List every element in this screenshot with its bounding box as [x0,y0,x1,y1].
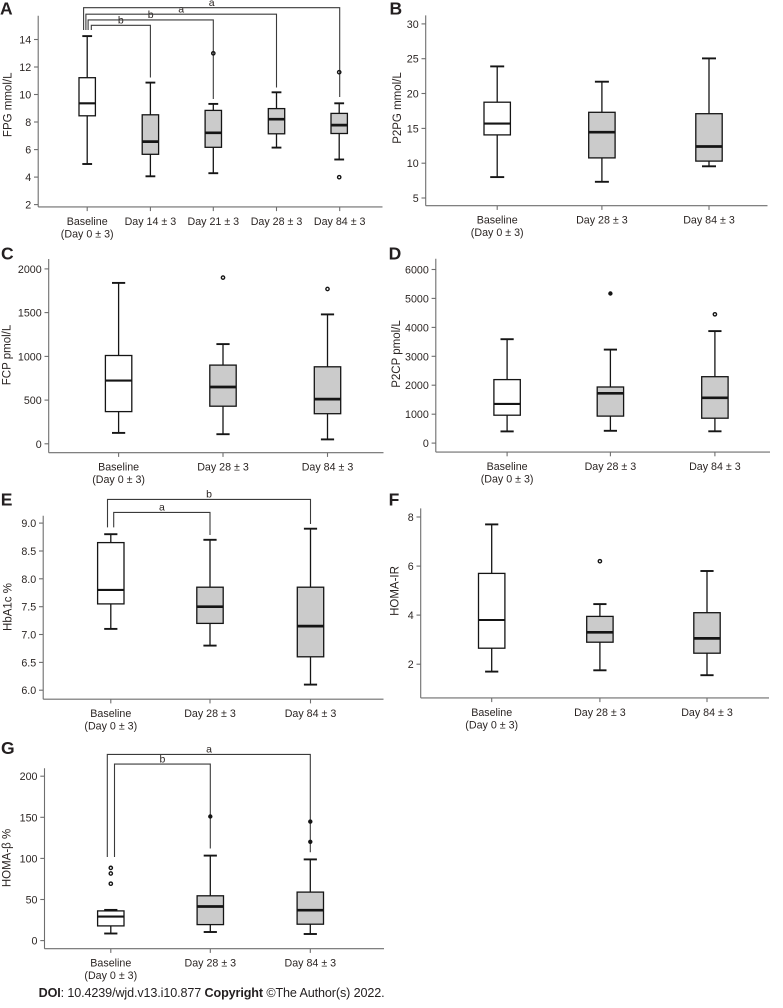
svg-text:7.5: 7.5 [21,602,36,614]
svg-text:a: a [209,0,215,9]
svg-text:Day 84 ± 3: Day 84 ± 3 [689,461,741,473]
svg-text:(Day 0 ± 3): (Day 0 ± 3) [465,719,518,731]
svg-text:2000: 2000 [405,380,429,392]
svg-text:b: b [118,15,124,27]
svg-text:6.0: 6.0 [21,685,36,697]
svg-text:E: E [1,490,13,510]
svg-text:A: A [0,0,13,19]
svg-text:P2PG mmol/L: P2PG mmol/L [392,72,404,144]
svg-text:HOMA-β %: HOMA-β % [2,829,14,887]
svg-text:(Day 0 ± 3): (Day 0 ± 3) [61,228,114,240]
svg-text:9.0: 9.0 [21,518,36,530]
svg-text:Day 21 ± 3: Day 21 ± 3 [187,216,239,228]
svg-text:8.5: 8.5 [21,546,36,558]
svg-text:5000: 5000 [405,293,429,305]
svg-text:F: F [389,489,400,509]
svg-text:0: 0 [423,438,429,450]
svg-text:14: 14 [19,35,31,47]
svg-text:2: 2 [408,659,414,671]
svg-text:Day 28 ± 3: Day 28 ± 3 [184,958,236,970]
svg-text:1000: 1000 [18,351,42,363]
svg-text:(Day 0 ± 3): (Day 0 ± 3) [92,474,145,486]
svg-text:b: b [148,9,154,21]
svg-text:b: b [206,489,212,501]
svg-text:Day 84 ± 3: Day 84 ± 3 [681,707,733,719]
svg-text:6000: 6000 [405,265,429,277]
svg-text:200: 200 [20,771,38,783]
svg-text:4: 4 [408,610,414,622]
svg-text:Baseline: Baseline [487,461,528,473]
svg-text:Day 28 ± 3: Day 28 ± 3 [184,708,236,720]
svg-text:3000: 3000 [405,351,429,363]
svg-text:15: 15 [407,123,419,135]
svg-text:30: 30 [407,19,419,31]
svg-text:Day 84 ± 3: Day 84 ± 3 [284,958,336,970]
svg-text:8.0: 8.0 [21,574,36,586]
svg-text:Day 84 ± 3: Day 84 ± 3 [683,215,735,227]
svg-text:Baseline: Baseline [471,707,512,719]
svg-text:Day 14 ± 3: Day 14 ± 3 [125,216,177,228]
svg-text:7.0: 7.0 [21,630,36,642]
svg-text:1000: 1000 [405,409,429,421]
svg-text:Day 28 ± 3: Day 28 ± 3 [251,216,303,228]
svg-text:a: a [159,502,165,514]
svg-text:50: 50 [26,895,38,907]
svg-text:Baseline: Baseline [98,462,139,474]
svg-text:P2CP pmol/L: P2CP pmol/L [391,320,403,388]
svg-text:(Day 0 ± 3): (Day 0 ± 3) [471,227,524,239]
svg-text:500: 500 [24,395,42,407]
svg-text:2000: 2000 [18,264,42,276]
svg-text:8: 8 [25,117,31,129]
svg-text:0: 0 [32,936,38,948]
svg-text:b: b [159,753,165,765]
svg-text:G: G [1,738,15,758]
svg-text:FCP pmol/L: FCP pmol/L [1,324,13,385]
svg-text:Day 84 ± 3: Day 84 ± 3 [302,462,354,474]
svg-text:0: 0 [36,439,42,451]
svg-text:6.5: 6.5 [21,657,36,669]
svg-text:(Day 0 ± 3): (Day 0 ± 3) [481,474,534,486]
svg-text:Baseline: Baseline [90,958,131,970]
svg-text:(Day 0 ± 3): (Day 0 ± 3) [84,970,137,982]
svg-text:5: 5 [413,193,419,205]
svg-text:12: 12 [19,62,31,74]
svg-text:a: a [206,744,212,756]
svg-text:1500: 1500 [18,308,42,320]
svg-text:Baseline: Baseline [90,708,131,720]
svg-text:HOMA-IR: HOMA-IR [389,566,401,616]
svg-text:20: 20 [407,89,419,101]
svg-text:150: 150 [20,812,38,824]
svg-text:4000: 4000 [405,322,429,334]
svg-text:C: C [1,244,14,264]
svg-text:HbA1c %: HbA1c % [2,583,14,631]
svg-text:B: B [390,0,403,18]
svg-text:4: 4 [25,172,31,184]
svg-text:D: D [389,244,402,264]
svg-text:DOI: 10.4239/wjd.v13.i10.877: DOI: 10.4239/wjd.v13.i10.877 Copyright ©… [39,986,385,1000]
svg-text:25: 25 [407,54,419,66]
svg-text:a: a [178,3,184,15]
svg-text:Day 28 ± 3: Day 28 ± 3 [574,707,626,719]
svg-text:100: 100 [20,853,38,865]
svg-text:Baseline: Baseline [477,215,518,227]
svg-text:10: 10 [407,158,419,170]
svg-text:Day 28 ± 3: Day 28 ± 3 [197,462,249,474]
svg-text:6: 6 [25,145,31,157]
svg-text:10: 10 [19,90,31,102]
svg-text:2: 2 [25,200,31,212]
svg-text:Day 84 ± 3: Day 84 ± 3 [314,216,366,228]
svg-text:6: 6 [408,561,414,573]
svg-text:(Day 0 ± 3): (Day 0 ± 3) [84,721,137,733]
svg-text:Day 28 ± 3: Day 28 ± 3 [576,215,628,227]
svg-text:8: 8 [408,512,414,524]
svg-text:Day 84 ± 3: Day 84 ± 3 [285,708,337,720]
svg-text:Day 28 ± 3: Day 28 ± 3 [585,461,637,473]
svg-text:FPG mmol/L: FPG mmol/L [3,72,15,137]
svg-text:Baseline: Baseline [67,216,108,228]
